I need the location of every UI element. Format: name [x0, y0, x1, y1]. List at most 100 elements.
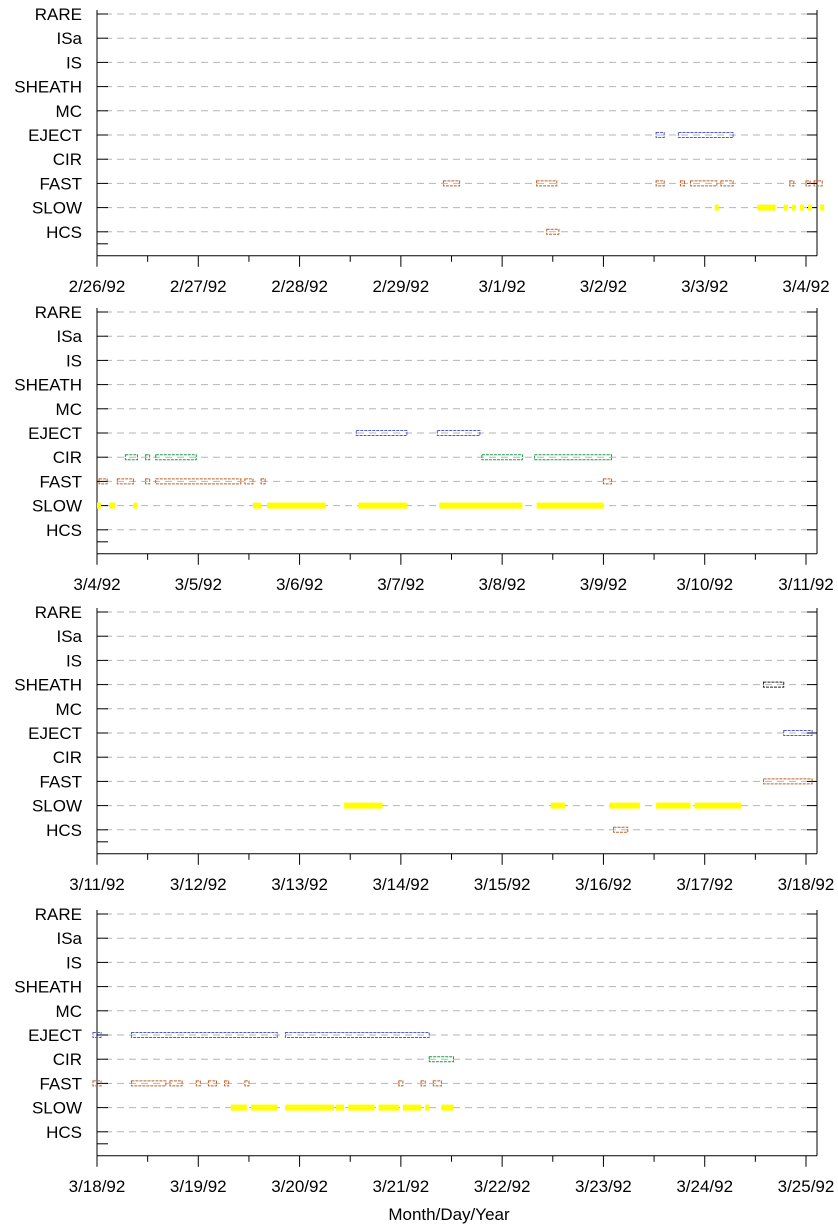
data-mark-fast — [602, 478, 613, 485]
data-mark-slow — [358, 502, 407, 509]
data-mark-slow — [230, 1104, 247, 1111]
data-mark-eject — [655, 132, 665, 138]
x-tick-label: 3/18/92 — [69, 1177, 126, 1196]
y-tick-label: EJECT — [28, 424, 82, 443]
data-mark-cir — [534, 454, 613, 461]
x-tick-label: 2/28/92 — [271, 277, 328, 296]
data-mark-eject — [677, 132, 734, 138]
y-tick-label: EJECT — [28, 724, 82, 743]
data-mark-eject — [436, 430, 481, 436]
x-tick-label: 3/2/92 — [580, 277, 627, 296]
data-mark-cir — [428, 1056, 455, 1063]
y-tick-label: MC — [56, 102, 82, 121]
y-tick-label: CIR — [53, 748, 82, 767]
y-tick-label: MC — [56, 400, 82, 419]
data-mark-eject — [355, 430, 408, 436]
data-mark-slow — [783, 204, 788, 211]
data-mark-cir — [124, 454, 139, 461]
x-tick-label: 2/26/92 — [69, 277, 126, 296]
x-tick-label: 3/17/92 — [676, 875, 733, 894]
panel-2: RARE ISa IS SHEATH MC EJECT CIR FAST SLOW HCS 3/4/… — [14, 303, 833, 594]
data-mark-slow — [791, 204, 796, 211]
y-tick-label: RARE — [35, 603, 82, 622]
data-mark-fast — [536, 180, 558, 187]
y-tick-label: SLOW — [32, 497, 82, 516]
data-mark-cir — [145, 454, 151, 461]
panel-3: RARE ISa IS SHEATH MC EJECT CIR FAST SLOW HCS 3/11… — [14, 603, 834, 894]
x-tick-label: 3/8/92 — [479, 575, 526, 594]
y-tick-label: CIR — [53, 1050, 82, 1069]
y-tick-label: RARE — [35, 303, 82, 322]
data-mark-fast — [690, 180, 718, 187]
data-mark-fast — [224, 1080, 230, 1087]
data-mark-eject — [284, 1032, 430, 1038]
x-tick-label: 3/19/92 — [170, 1177, 227, 1196]
data-mark-slow — [439, 502, 523, 509]
x-tick-label: 3/1/92 — [479, 277, 526, 296]
y-tick-label: IS — [66, 351, 82, 370]
x-tick-label: 3/20/92 — [271, 1177, 328, 1196]
data-mark-slow — [109, 502, 116, 509]
y-tick-label: SHEATH — [14, 676, 82, 695]
data-mark-slow — [344, 802, 383, 809]
y-tick-label: HCS — [46, 521, 82, 540]
y-tick-label: MC — [56, 700, 82, 719]
data-mark-slow — [808, 204, 813, 211]
data-mark-fast — [260, 478, 266, 485]
data-mark-fast — [442, 180, 461, 187]
data-mark-slow — [250, 1104, 278, 1111]
y-tick-label: RARE — [35, 5, 82, 24]
x-tick-label: 3/10/92 — [676, 575, 733, 594]
data-mark-fast — [169, 1080, 183, 1087]
data-mark-sheath — [762, 681, 785, 688]
data-mark-slow — [799, 204, 804, 211]
data-mark-fast — [130, 1080, 167, 1087]
y-tick-label: IS — [66, 953, 82, 972]
data-mark-fast — [789, 180, 795, 187]
x-tick-label: 3/18/92 — [778, 875, 835, 894]
y-tick-label: FAST — [39, 772, 82, 791]
x-tick-label: 3/25/92 — [778, 1177, 835, 1196]
x-tick-label: 3/5/92 — [175, 575, 222, 594]
x-tick-label: 3/22/92 — [474, 1177, 531, 1196]
data-mark-slow — [609, 802, 640, 809]
y-tick-label: HCS — [46, 223, 82, 242]
y-tick-label: HCS — [46, 821, 82, 840]
data-mark-fast — [813, 180, 823, 187]
data-mark-slow — [97, 502, 102, 509]
data-mark-slow — [820, 204, 825, 211]
data-mark-eject — [92, 1032, 102, 1038]
data-mark-slow — [656, 802, 691, 809]
data-mark-slow — [441, 1104, 454, 1111]
y-tick-label: ISa — [56, 929, 82, 948]
y-tick-label: FAST — [39, 174, 82, 193]
data-mark-fast — [116, 478, 134, 485]
data-mark-slow — [133, 502, 138, 509]
data-mark-fast — [244, 478, 254, 485]
y-tick-label: ISa — [56, 29, 82, 48]
data-mark-fast — [805, 180, 811, 187]
y-tick-label: FAST — [39, 1074, 82, 1093]
data-mark-fast — [92, 1080, 102, 1087]
x-tick-label: 3/23/92 — [575, 1177, 632, 1196]
y-tick-label: IS — [66, 53, 82, 72]
data-mark-slow — [378, 1104, 399, 1111]
x-tick-label: 3/15/92 — [474, 875, 531, 894]
data-mark-fast — [762, 778, 813, 785]
y-tick-label: SHEATH — [14, 376, 82, 395]
data-mark-slow — [550, 802, 565, 809]
x-tick-label: 3/4/92 — [782, 277, 829, 296]
y-tick-label: EJECT — [28, 126, 82, 145]
data-mark-slow — [252, 502, 262, 509]
panel-1: RARE ISa IS SHEATH MC EJECT CIR FAST SLOW HCS 2/26… — [14, 5, 829, 296]
y-tick-label: IS — [66, 651, 82, 670]
data-mark-fast — [145, 478, 151, 485]
data-mark-slow — [425, 1104, 430, 1111]
data-mark-fast — [398, 1080, 404, 1087]
y-tick-label: HCS — [46, 1123, 82, 1142]
panel-4: RARE ISa IS SHEATH MC EJECT CIR FAST SLOW HCS 3/18… — [14, 905, 834, 1196]
data-mark-cir — [481, 454, 523, 461]
y-tick-label: EJECT — [28, 1026, 82, 1045]
x-tick-label: 3/24/92 — [676, 1177, 733, 1196]
data-mark-fast — [679, 180, 685, 187]
